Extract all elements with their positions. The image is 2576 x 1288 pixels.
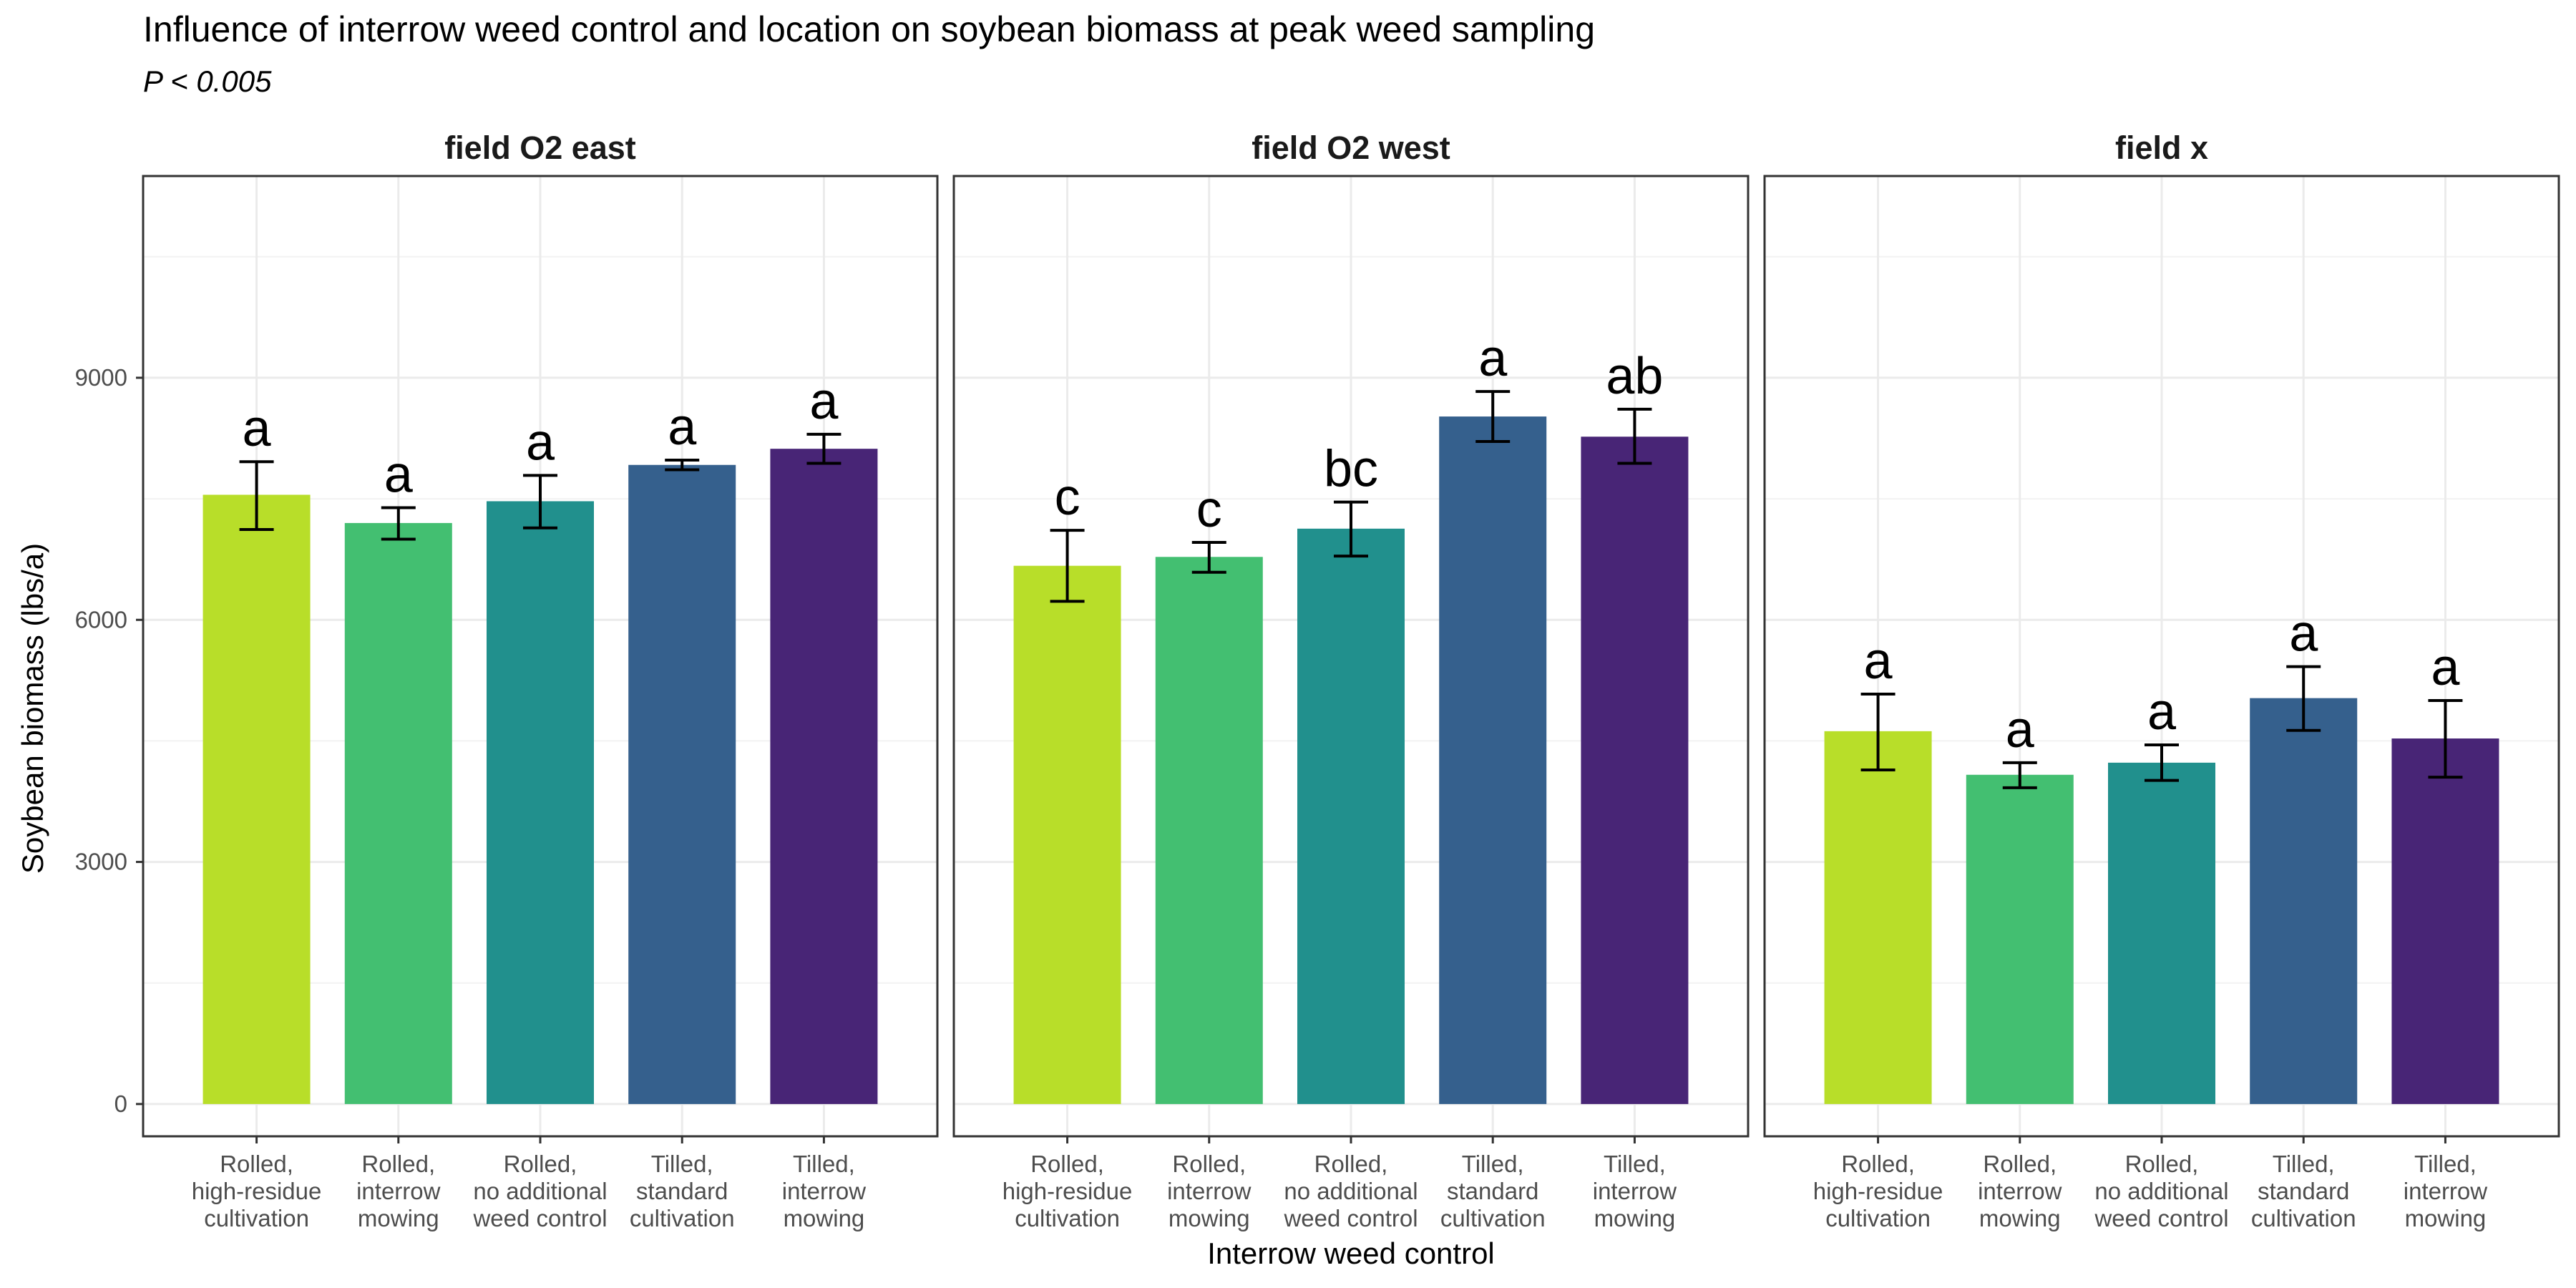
x-tick-label: Tilled, interrow mowing bbox=[2404, 1151, 2488, 1231]
panel-border bbox=[1763, 175, 2560, 1138]
panel-border bbox=[952, 175, 1750, 1138]
bar bbox=[628, 464, 736, 1104]
bar bbox=[1297, 528, 1405, 1104]
x-tick-label: Rolled, high-residue cultivation bbox=[1813, 1151, 1943, 1231]
significance-letter: c bbox=[1055, 469, 1080, 526]
chart-subtitle: P < 0.005 bbox=[143, 64, 272, 98]
x-tick-label: Tilled, standard cultivation bbox=[1440, 1151, 1546, 1231]
bar bbox=[1581, 436, 1689, 1104]
bar bbox=[2250, 698, 2358, 1104]
y-tick-label: 0 bbox=[114, 1091, 127, 1117]
significance-letter: a bbox=[384, 446, 414, 503]
significance-letter: a bbox=[2289, 605, 2318, 663]
significance-letter: a bbox=[1478, 330, 1508, 387]
significance-letter: a bbox=[243, 400, 272, 457]
x-tick-label: Tilled, standard cultivation bbox=[630, 1151, 735, 1231]
chart-title: Influence of interrow weed control and l… bbox=[143, 9, 1595, 49]
bar bbox=[770, 449, 878, 1104]
significance-letter: a bbox=[2006, 701, 2035, 758]
panel-border bbox=[142, 175, 939, 1138]
significance-letter: c bbox=[1196, 481, 1222, 538]
bar bbox=[1155, 557, 1263, 1104]
bar bbox=[1439, 416, 1547, 1104]
x-tick-label: Rolled, interrow mowing bbox=[1167, 1151, 1252, 1231]
y-tick-label: 3000 bbox=[75, 849, 127, 875]
x-tick-label: Rolled, no additional weed control bbox=[472, 1151, 607, 1231]
panel-title: field O2 west bbox=[1252, 130, 1450, 166]
bar bbox=[2391, 738, 2499, 1104]
panel-1: field O2 east a Rolled, high-residue cultiva… bbox=[75, 130, 939, 1231]
significance-letter: a bbox=[526, 414, 555, 471]
x-tick-label: Tilled, interrow mowing bbox=[782, 1151, 867, 1231]
bar bbox=[2108, 762, 2215, 1104]
y-tick-label: 9000 bbox=[75, 364, 127, 391]
panels: field O2 east a Rolled, high-residue cultiva… bbox=[75, 130, 2560, 1231]
x-tick-label: Rolled, no additional weed control bbox=[1283, 1151, 1418, 1231]
bar bbox=[344, 522, 452, 1104]
bar bbox=[487, 501, 594, 1104]
y-tick-label: 6000 bbox=[75, 606, 127, 633]
significance-letter: a bbox=[2147, 683, 2177, 741]
bar bbox=[1966, 774, 2074, 1104]
x-tick-label: Rolled, high-residue cultivation bbox=[1002, 1151, 1133, 1231]
significance-letter: a bbox=[2431, 639, 2460, 696]
bar bbox=[1824, 731, 1932, 1104]
panel-title: field x bbox=[2115, 130, 2208, 166]
x-tick-label: Rolled, interrow mowing bbox=[1978, 1151, 2062, 1231]
significance-letter: bc bbox=[1324, 441, 1378, 498]
bar bbox=[203, 494, 311, 1104]
x-tick-label: Rolled, high-residue cultivation bbox=[192, 1151, 322, 1231]
bar bbox=[1013, 565, 1121, 1104]
x-tick-label: Rolled, interrow mowing bbox=[356, 1151, 441, 1231]
significance-letter: a bbox=[668, 399, 697, 456]
significance-letter: a bbox=[1864, 633, 1893, 690]
y-axis-title: Soybean biomass (lbs/a) bbox=[16, 543, 49, 874]
panel-title: field O2 east bbox=[444, 130, 636, 166]
significance-letter: ab bbox=[1606, 348, 1663, 405]
x-tick-label: Tilled, standard cultivation bbox=[2251, 1151, 2356, 1231]
x-tick-label: Tilled, interrow mowing bbox=[1593, 1151, 1677, 1231]
panel-2: field O2 west c Rolled, high-residue cultiva… bbox=[952, 130, 1750, 1231]
significance-letter: a bbox=[809, 373, 839, 430]
panel-3: field x a Rolled, high-residue cultivation a R… bbox=[1763, 130, 2560, 1231]
x-tick-label: Rolled, no additional weed control bbox=[2094, 1151, 2228, 1231]
x-axis-title: Interrow weed control bbox=[1207, 1236, 1495, 1270]
